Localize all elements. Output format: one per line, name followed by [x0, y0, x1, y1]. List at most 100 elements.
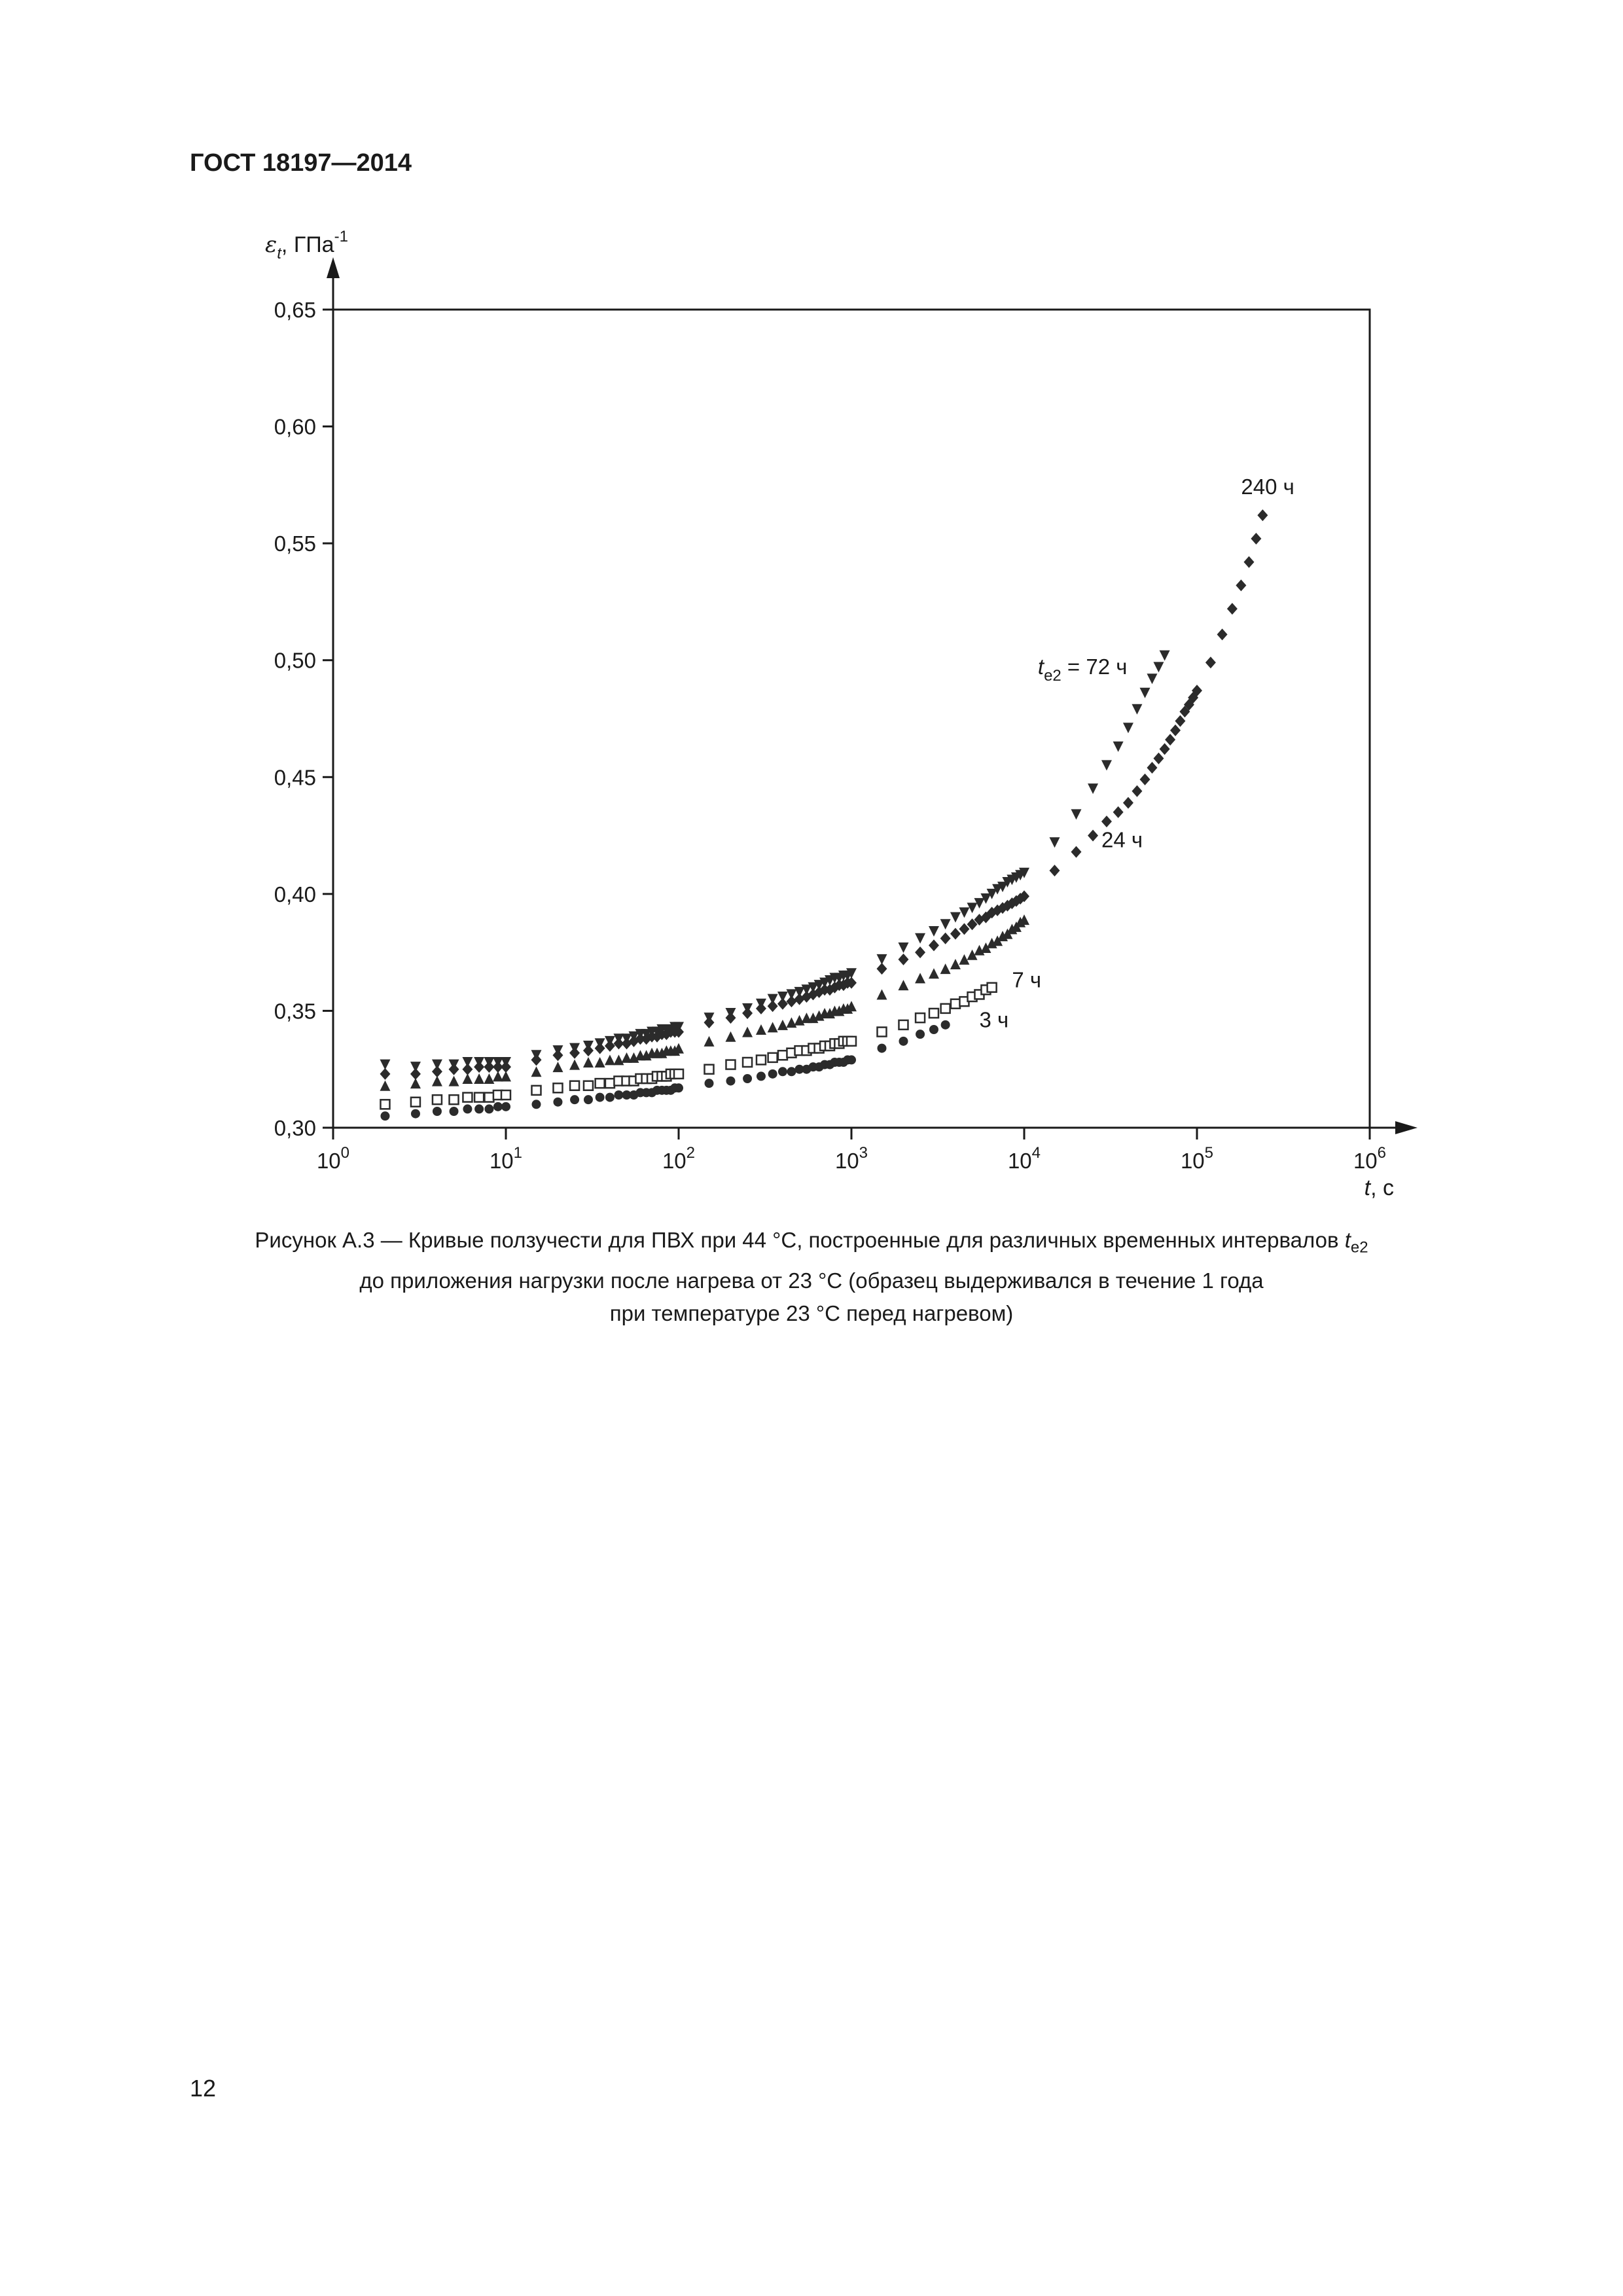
marker-triangle-down — [940, 919, 951, 930]
marker-diamond — [1088, 829, 1099, 842]
marker-circle — [756, 1071, 766, 1081]
marker-triangle-down — [997, 882, 1008, 893]
marker-circle — [622, 1090, 632, 1100]
marker-square-open — [986, 982, 997, 993]
marker-triangle-up — [980, 942, 991, 953]
marker-circle — [595, 1092, 605, 1102]
marker-triangle-up — [621, 1052, 632, 1063]
curve-label-text: 3 ч — [979, 1007, 1008, 1031]
marker-diamond — [1243, 556, 1255, 568]
curve-label-7: 7 ч — [1012, 968, 1041, 992]
marker-triangle-up — [582, 1057, 594, 1067]
marker-square-open — [940, 1003, 951, 1014]
marker-triangle-up — [501, 1071, 511, 1082]
marker-triangle-down — [1113, 741, 1124, 752]
marker-diamond — [1071, 846, 1082, 858]
marker-diamond — [1217, 628, 1228, 641]
marker-triangle-down — [1088, 783, 1099, 795]
marker-triangle-up — [1019, 914, 1029, 925]
marker-diamond — [462, 1063, 473, 1075]
marker-diamond — [959, 923, 970, 935]
marker-diamond — [1132, 785, 1143, 797]
marker-triangle-down — [462, 1057, 473, 1067]
marker-diamond — [380, 1067, 391, 1080]
marker-triangle-up — [940, 963, 951, 975]
marker-diamond — [950, 927, 961, 940]
marker-square-open — [531, 1085, 542, 1096]
marker-square-open — [594, 1077, 605, 1089]
marker-diamond — [635, 1033, 646, 1045]
marker-circle — [474, 1104, 484, 1114]
marker-triangle-down — [1019, 867, 1029, 878]
marker-circle — [847, 1055, 856, 1065]
marker-diamond — [594, 1042, 605, 1054]
marker-triangle-down — [967, 903, 978, 914]
marker-square-open — [552, 1083, 563, 1094]
marker-triangle-down — [846, 968, 857, 979]
marker-diamond — [1251, 533, 1262, 545]
marker-diamond — [876, 963, 887, 975]
marker-triangle-up — [777, 1019, 788, 1030]
marker-triangle-down — [1071, 809, 1082, 820]
marker-triangle-up — [725, 1031, 736, 1042]
marker-diamond — [1147, 762, 1158, 774]
marker-diamond — [767, 1000, 778, 1013]
marker-triangle-down — [1139, 687, 1150, 698]
marker-triangle-down — [1147, 673, 1158, 685]
marker-square-open — [473, 1092, 485, 1103]
marker-triangle-up — [410, 1078, 421, 1089]
marker-circle — [410, 1109, 420, 1119]
x-axis-symbol: t — [1364, 1175, 1372, 1200]
marker-triangle-down — [898, 942, 909, 953]
y-axis-symbol: ε — [265, 232, 277, 258]
marker-circle — [726, 1076, 736, 1086]
marker-triangle-down — [915, 933, 926, 944]
marker-diamond — [1257, 509, 1268, 522]
marker-triangle-up — [569, 1059, 580, 1070]
marker-triangle-down — [786, 989, 797, 1000]
marker-square-open — [431, 1094, 443, 1105]
marker-diamond — [742, 1007, 753, 1019]
marker-diamond — [1236, 579, 1247, 592]
marker-triangle-up — [431, 1075, 442, 1086]
marker-triangle-down — [1122, 723, 1133, 734]
marker-diamond — [915, 946, 926, 959]
marker-circle — [768, 1069, 777, 1079]
marker-circle — [743, 1074, 753, 1083]
marker-square-open — [484, 1092, 495, 1103]
marker-diamond — [410, 1067, 421, 1080]
marker-square-open — [704, 1064, 715, 1075]
marker-circle — [877, 1043, 887, 1053]
y-axis-unit: , ГПа — [281, 232, 334, 257]
marker-triangle-down — [1049, 837, 1060, 848]
marker-triangle-up — [846, 1001, 857, 1012]
y-tick-label: 0,60 — [274, 415, 316, 439]
marker-circle — [493, 1102, 503, 1111]
marker-triangle-up — [742, 1026, 753, 1037]
marker-circle — [674, 1083, 683, 1093]
curve-label-24: 24 ч — [1101, 827, 1143, 852]
marker-triangle-up — [959, 954, 970, 965]
curve-label-72: te2 = 72 ч — [1038, 655, 1128, 685]
marker-square-open — [673, 1068, 685, 1080]
marker-square-open — [876, 1026, 887, 1037]
marker-circle — [916, 1030, 925, 1039]
marker-triangle-up — [380, 1080, 391, 1091]
curve-label-text: 240 ч — [1241, 475, 1294, 499]
marker-circle — [484, 1104, 494, 1114]
y-tick-label: 0,55 — [274, 531, 316, 556]
caption-variable: t — [1344, 1228, 1351, 1252]
marker-triangle-down — [980, 893, 991, 904]
marker-triangle-down — [928, 926, 939, 937]
marker-circle — [449, 1107, 459, 1116]
x-tick-base: 10 — [1353, 1149, 1378, 1173]
marker-diamond — [673, 1026, 684, 1038]
x-tick-label: 104 — [1008, 1144, 1041, 1173]
marker-triangle-up — [755, 1024, 766, 1035]
marker-square-open — [950, 998, 961, 1009]
x-tick-label: 102 — [662, 1144, 695, 1173]
marker-triangle-up — [552, 1062, 563, 1073]
marker-diamond — [1019, 890, 1029, 903]
marker-square-open — [604, 1077, 616, 1089]
